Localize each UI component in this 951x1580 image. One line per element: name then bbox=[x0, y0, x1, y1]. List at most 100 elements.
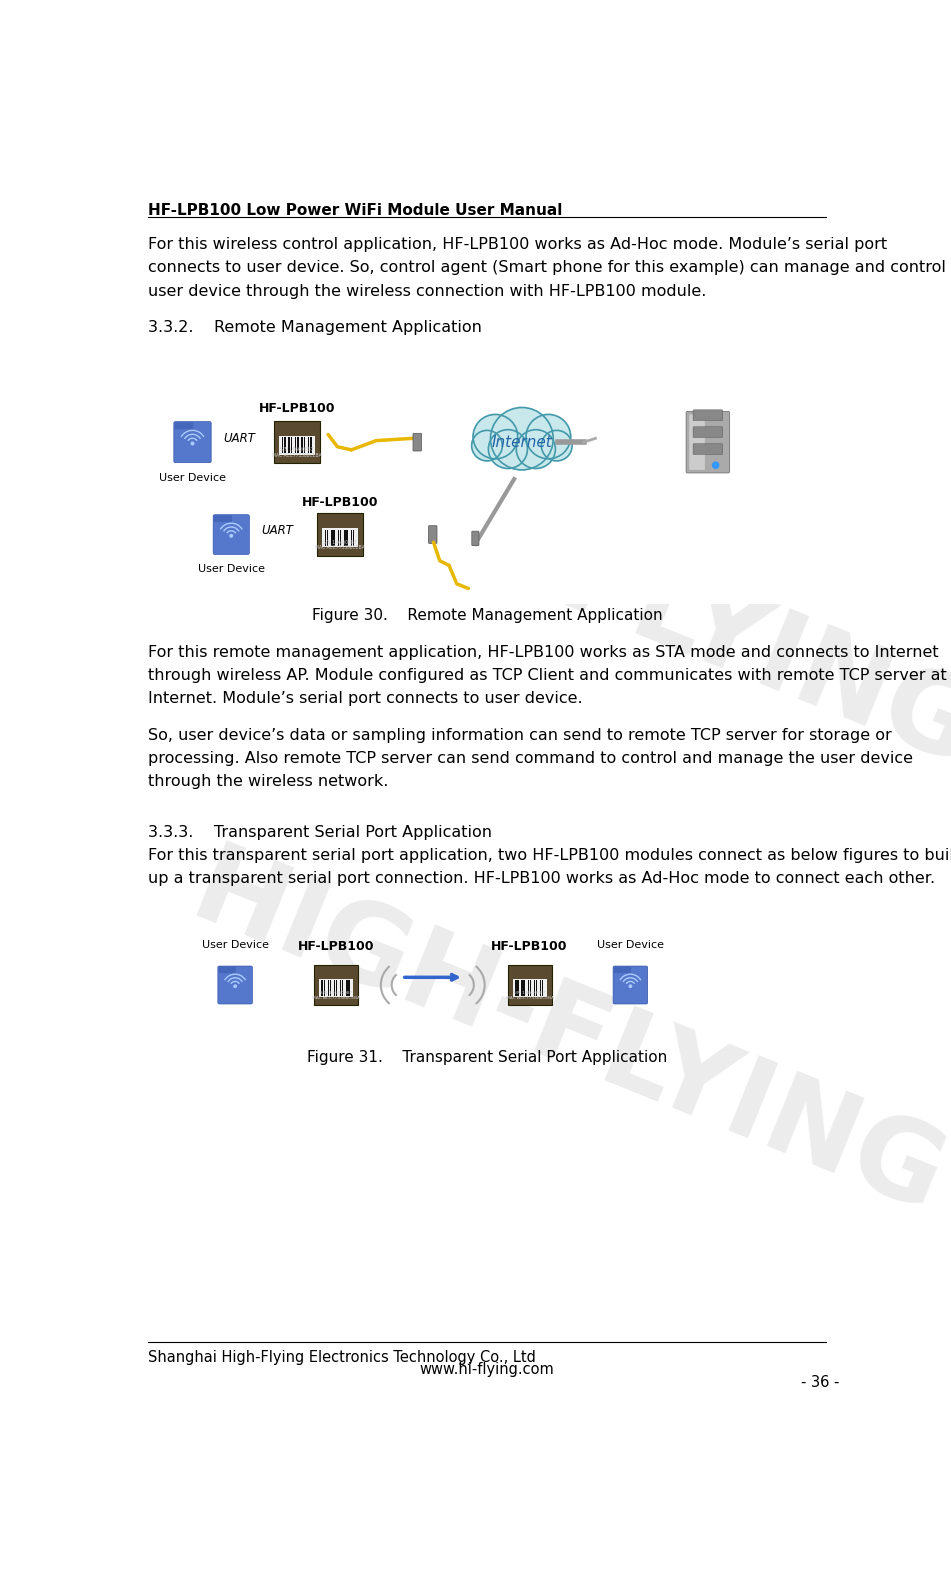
Text: UART: UART bbox=[262, 525, 294, 537]
Circle shape bbox=[489, 430, 528, 469]
Text: up a transparent serial port connection. HF-LPB100 works as Ad-Hoc mode to conne: up a transparent serial port connection.… bbox=[148, 871, 936, 886]
Text: For this transparent serial port application, two HF-LPB100 modules connect as b: For this transparent serial port applica… bbox=[148, 848, 951, 863]
FancyBboxPatch shape bbox=[528, 981, 529, 995]
FancyBboxPatch shape bbox=[218, 965, 252, 1003]
FancyBboxPatch shape bbox=[523, 981, 525, 995]
FancyBboxPatch shape bbox=[333, 529, 335, 545]
Text: HIGH-FLYING: HIGH-FLYING bbox=[177, 837, 951, 1236]
Text: HF-LPB100: HF-LPB100 bbox=[301, 496, 378, 509]
Text: HF-LPB100: HF-LPB100 bbox=[492, 940, 568, 953]
FancyBboxPatch shape bbox=[351, 529, 352, 545]
Text: For this remote management application, HF-LPB100 works as STA mode and connects: For this remote management application, … bbox=[148, 645, 939, 660]
FancyBboxPatch shape bbox=[175, 422, 193, 430]
Text: User Device: User Device bbox=[198, 564, 264, 574]
Text: For this wireless control application, HF-LPB100 works as Ad-Hoc mode. Module’s : For this wireless control application, H… bbox=[148, 237, 887, 253]
FancyBboxPatch shape bbox=[346, 981, 347, 995]
Text: HF-LPB100: HF-LPB100 bbox=[259, 403, 336, 416]
Text: So, user device’s data or sampling information can send to remote TCP server for: So, user device’s data or sampling infor… bbox=[148, 728, 892, 743]
FancyBboxPatch shape bbox=[429, 526, 437, 544]
FancyBboxPatch shape bbox=[693, 409, 723, 420]
Circle shape bbox=[712, 463, 719, 468]
FancyBboxPatch shape bbox=[303, 438, 305, 453]
FancyBboxPatch shape bbox=[535, 981, 537, 995]
FancyBboxPatch shape bbox=[308, 438, 309, 453]
FancyBboxPatch shape bbox=[328, 981, 329, 995]
Text: S/N 1466/0987
MAC ACC773388CEBA: S/N 1466/0987 MAC ACC773388CEBA bbox=[312, 991, 359, 1000]
FancyBboxPatch shape bbox=[530, 981, 531, 995]
FancyBboxPatch shape bbox=[540, 981, 541, 995]
FancyBboxPatch shape bbox=[693, 427, 723, 438]
Text: processing. Also remote TCP server can send command to control and manage the us: processing. Also remote TCP server can s… bbox=[148, 750, 913, 766]
FancyBboxPatch shape bbox=[319, 980, 353, 997]
FancyBboxPatch shape bbox=[689, 414, 705, 469]
FancyBboxPatch shape bbox=[214, 515, 232, 521]
FancyBboxPatch shape bbox=[297, 438, 299, 453]
FancyBboxPatch shape bbox=[542, 981, 543, 995]
FancyBboxPatch shape bbox=[346, 529, 348, 545]
Text: Internet. Module’s serial port connects to user device.: Internet. Module’s serial port connects … bbox=[148, 690, 583, 706]
Text: User Device: User Device bbox=[159, 472, 226, 483]
Text: - 36 -: - 36 - bbox=[802, 1375, 840, 1390]
Text: S/N 1466/0987
MAC ACC773388CEBA: S/N 1466/0987 MAC ACC773388CEBA bbox=[506, 991, 553, 1000]
Text: Shanghai High-Flying Electronics Technology Co., Ltd: Shanghai High-Flying Electronics Technol… bbox=[148, 1349, 536, 1365]
Text: Internet: Internet bbox=[492, 435, 553, 450]
FancyBboxPatch shape bbox=[513, 980, 547, 997]
FancyBboxPatch shape bbox=[174, 422, 211, 463]
FancyBboxPatch shape bbox=[517, 981, 518, 995]
FancyBboxPatch shape bbox=[508, 965, 552, 1005]
FancyBboxPatch shape bbox=[213, 515, 249, 555]
Circle shape bbox=[491, 408, 553, 469]
FancyBboxPatch shape bbox=[310, 438, 312, 453]
FancyBboxPatch shape bbox=[472, 531, 479, 545]
FancyBboxPatch shape bbox=[317, 514, 362, 556]
FancyBboxPatch shape bbox=[353, 529, 354, 545]
FancyBboxPatch shape bbox=[291, 438, 292, 453]
FancyBboxPatch shape bbox=[330, 981, 331, 995]
Text: S/N 1466/0987
MAC ACC773388CEBA: S/N 1466/0987 MAC ACC773388CEBA bbox=[272, 447, 322, 458]
FancyBboxPatch shape bbox=[331, 529, 333, 545]
FancyBboxPatch shape bbox=[521, 981, 523, 995]
Circle shape bbox=[473, 414, 517, 458]
Circle shape bbox=[516, 430, 555, 469]
FancyBboxPatch shape bbox=[334, 981, 335, 995]
Text: S/N 1466/0987
MAC ACC773388CEBA: S/N 1466/0987 MAC ACC773388CEBA bbox=[315, 539, 364, 550]
Text: HF-LPB100: HF-LPB100 bbox=[298, 940, 374, 953]
Text: 3.3.2.    Remote Management Application: 3.3.2. Remote Management Application bbox=[148, 321, 482, 335]
Text: through the wireless network.: through the wireless network. bbox=[148, 774, 389, 788]
FancyBboxPatch shape bbox=[323, 981, 325, 995]
FancyBboxPatch shape bbox=[342, 981, 343, 995]
Circle shape bbox=[541, 430, 573, 461]
Text: through wireless AP. Module configured as TCP Client and communicates with remot: through wireless AP. Module configured a… bbox=[148, 668, 947, 683]
FancyBboxPatch shape bbox=[322, 528, 358, 547]
Circle shape bbox=[234, 984, 237, 988]
FancyBboxPatch shape bbox=[284, 438, 285, 453]
FancyBboxPatch shape bbox=[295, 438, 297, 453]
Text: User Device: User Device bbox=[202, 940, 268, 950]
Text: Figure 31.    Transparent Serial Port Application: Figure 31. Transparent Serial Port Appli… bbox=[307, 1051, 667, 1065]
Circle shape bbox=[191, 442, 194, 446]
FancyBboxPatch shape bbox=[324, 529, 326, 545]
FancyBboxPatch shape bbox=[613, 965, 648, 1003]
FancyBboxPatch shape bbox=[340, 529, 341, 545]
FancyBboxPatch shape bbox=[534, 981, 535, 995]
Text: HIGH-FLYING: HIGH-FLYING bbox=[208, 390, 951, 790]
FancyBboxPatch shape bbox=[693, 444, 723, 455]
FancyBboxPatch shape bbox=[348, 981, 350, 995]
FancyBboxPatch shape bbox=[280, 436, 315, 455]
Circle shape bbox=[230, 534, 233, 537]
FancyBboxPatch shape bbox=[413, 433, 421, 450]
Text: www.hi-flying.com: www.hi-flying.com bbox=[419, 1362, 554, 1376]
Circle shape bbox=[526, 414, 571, 458]
Text: HF-LPB100 Low Power WiFi Module User Manual: HF-LPB100 Low Power WiFi Module User Man… bbox=[148, 204, 563, 218]
FancyBboxPatch shape bbox=[301, 438, 302, 453]
FancyBboxPatch shape bbox=[327, 529, 328, 545]
FancyBboxPatch shape bbox=[515, 981, 516, 995]
FancyBboxPatch shape bbox=[321, 981, 322, 995]
FancyBboxPatch shape bbox=[344, 529, 345, 545]
Text: 3.3.3.    Transparent Serial Port Application: 3.3.3. Transparent Serial Port Applicati… bbox=[148, 825, 493, 841]
Text: UART: UART bbox=[223, 431, 255, 446]
FancyBboxPatch shape bbox=[340, 981, 341, 995]
Text: user device through the wireless connection with HF-LPB100 module.: user device through the wireless connect… bbox=[148, 283, 707, 299]
Text: Figure 30.    Remote Management Application: Figure 30. Remote Management Application bbox=[312, 608, 662, 623]
FancyBboxPatch shape bbox=[314, 965, 358, 1005]
